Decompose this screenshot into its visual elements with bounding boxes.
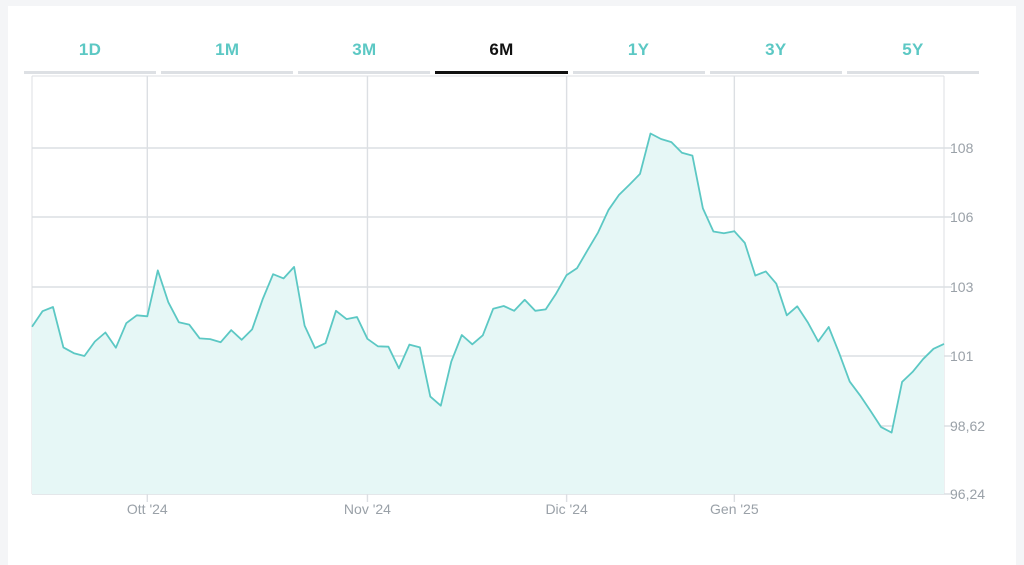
x-tick-label: Gen '25 <box>710 501 759 517</box>
x-tick-label: Ott '24 <box>127 501 168 517</box>
tab-1d[interactable]: 1D <box>24 28 157 74</box>
tab-5y[interactable]: 5Y <box>846 28 979 74</box>
price-area-fill <box>32 133 944 494</box>
y-tick-label: 108 <box>950 140 974 156</box>
timeframe-tabs: 1D 1M 3M 6M 1Y 3Y 5Y <box>24 28 979 74</box>
y-tick-label: 98,62 <box>950 418 985 434</box>
price-line <box>31 132 945 434</box>
x-tick-label: Dic '24 <box>545 501 588 517</box>
y-tick-label: 106 <box>950 209 974 225</box>
y-tick-label: 96,24 <box>950 486 985 502</box>
y-tick-label: 101 <box>950 348 974 364</box>
y-tick-label: 103 <box>950 279 974 295</box>
x-tick-label: Nov '24 <box>344 501 391 517</box>
tab-6m[interactable]: 6M <box>435 28 568 74</box>
tab-3m[interactable]: 3M <box>298 28 431 74</box>
tab-3y[interactable]: 3Y <box>709 28 842 74</box>
tab-1y[interactable]: 1Y <box>572 28 705 74</box>
price-points <box>31 133 945 433</box>
y-axis-ticks: 108 106 103 101 98,62 96,24 <box>950 140 985 502</box>
x-axis-ticks: Ott '24 Nov '24 Dic '24 Gen '25 <box>127 501 759 517</box>
tab-1m[interactable]: 1M <box>161 28 294 74</box>
